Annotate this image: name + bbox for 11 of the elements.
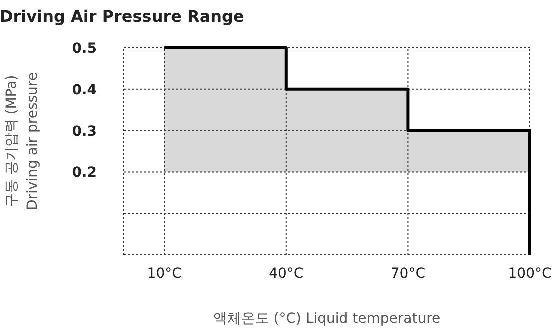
x-tick-label: 70°C [390, 266, 426, 282]
y-tick-label: 0.2 [72, 165, 97, 182]
x-tick-label: 100°C [508, 266, 552, 282]
chart-title: Driving Air Pressure Range [0, 7, 244, 26]
x-axis-title: 액체온도 (°C) Liquid temperature [213, 311, 441, 327]
y-tick-label: 0.3 [72, 124, 97, 140]
y-tick-label: 0.5 [72, 41, 97, 57]
x-tick-label: 40°C [269, 266, 304, 282]
y-axis-title: 구동 공기압력 (MPa) Driving air pressure [4, 72, 41, 210]
y-tick-label: 0.4 [72, 82, 98, 98]
x-tick-label: 10°C [147, 266, 182, 282]
